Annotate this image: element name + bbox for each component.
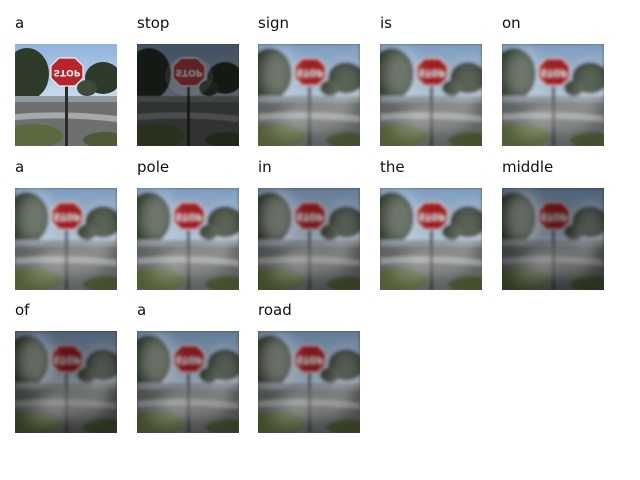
svg-text:STOP: STOP [297, 67, 324, 77]
attention-heatmap-image: STOP [137, 331, 239, 433]
attention-heatmap-image: STOP [15, 188, 117, 290]
svg-text:STOP: STOP [297, 354, 324, 364]
attention-heatmap-image: STOP [258, 44, 360, 146]
attention-heatmap-image: STOP [137, 188, 239, 290]
caption-word: is [380, 14, 392, 32]
svg-text:STOP: STOP [297, 211, 324, 221]
caption-word: sign [258, 14, 290, 32]
attention-heatmap-image: STOP [502, 44, 604, 146]
svg-text:STOP: STOP [419, 211, 446, 221]
caption-word: the [380, 158, 405, 176]
caption-word: stop [137, 14, 170, 32]
caption-word: pole [137, 158, 170, 176]
caption-word: in [258, 158, 272, 176]
attention-heatmap-image: STOP [15, 44, 117, 146]
svg-text:STOP: STOP [541, 67, 568, 77]
caption-word: a [15, 158, 25, 176]
attention-heatmap-image: STOP [258, 331, 360, 433]
caption-word: on [502, 14, 521, 32]
svg-text:STOP: STOP [541, 211, 568, 221]
caption-word: of [15, 301, 30, 319]
attention-heatmap-image: STOP [137, 44, 239, 146]
svg-text:STOP: STOP [54, 211, 81, 221]
svg-text:STOP: STOP [54, 67, 81, 77]
attention-heatmap-image: STOP [258, 188, 360, 290]
caption-word: road [258, 301, 292, 319]
caption-word: a [137, 301, 147, 319]
caption-word: middle [502, 158, 554, 176]
svg-text:STOP: STOP [54, 354, 81, 364]
attention-heatmap-image: STOP [380, 188, 482, 290]
attention-heatmap-image: STOP [380, 44, 482, 146]
caption-word: a [15, 14, 25, 32]
svg-text:STOP: STOP [176, 354, 203, 364]
attention-heatmap-image: STOP [502, 188, 604, 290]
attention-heatmap-image: STOP [15, 331, 117, 433]
svg-text:STOP: STOP [419, 67, 446, 77]
svg-text:STOP: STOP [176, 211, 203, 221]
